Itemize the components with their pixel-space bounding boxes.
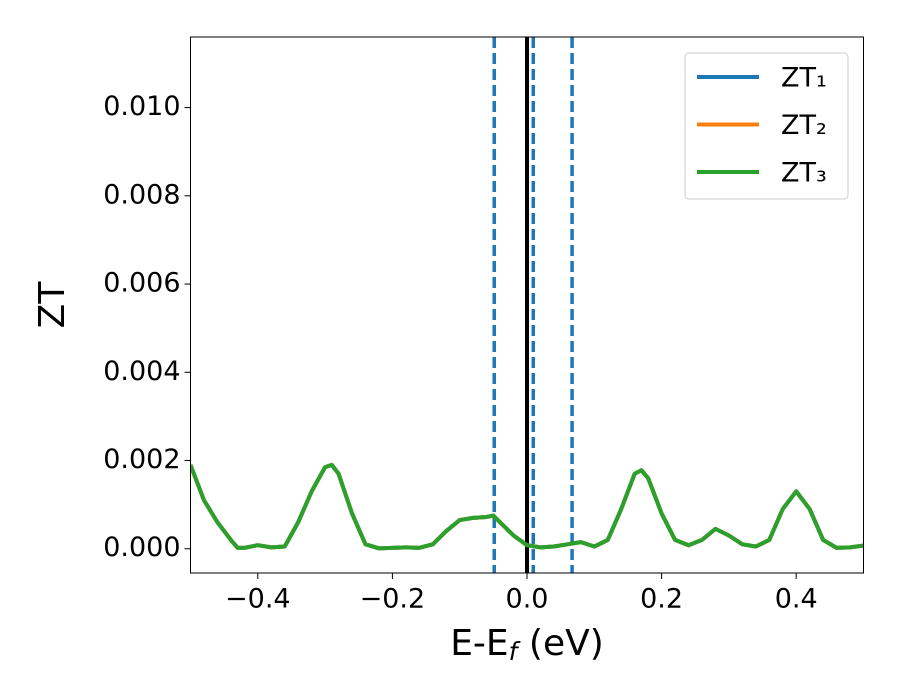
y-tick-label: 0.008 [103,179,180,210]
x-axis-label-part: E-E [450,623,508,664]
y-tick-label: 0.000 [103,532,180,563]
y-tick-label: 0.002 [103,444,180,475]
y-tick-label: 0.004 [103,356,180,387]
x-axis-label: E-Ef (eV) [450,623,604,666]
x-tick-label: 0.4 [775,584,818,615]
y-axis-label: ZT [32,281,73,329]
legend-label: ZT₂ [781,110,827,141]
x-tick-label: −0.4 [225,584,291,615]
legend-label: ZT₁ [781,63,827,94]
x-tick-label: 0.2 [640,584,683,615]
x-tick-label: 0.0 [506,584,549,615]
x-tick-label: −0.2 [360,584,426,615]
data-line [190,462,864,551]
legend-box [684,52,849,200]
legend-label: ZT₃ [781,158,827,189]
x-axis-label-part: (eV) [517,623,603,664]
y-tick-label: 0.006 [103,268,180,299]
plot-frame [190,36,864,574]
y-tick-label: 0.010 [103,91,180,122]
